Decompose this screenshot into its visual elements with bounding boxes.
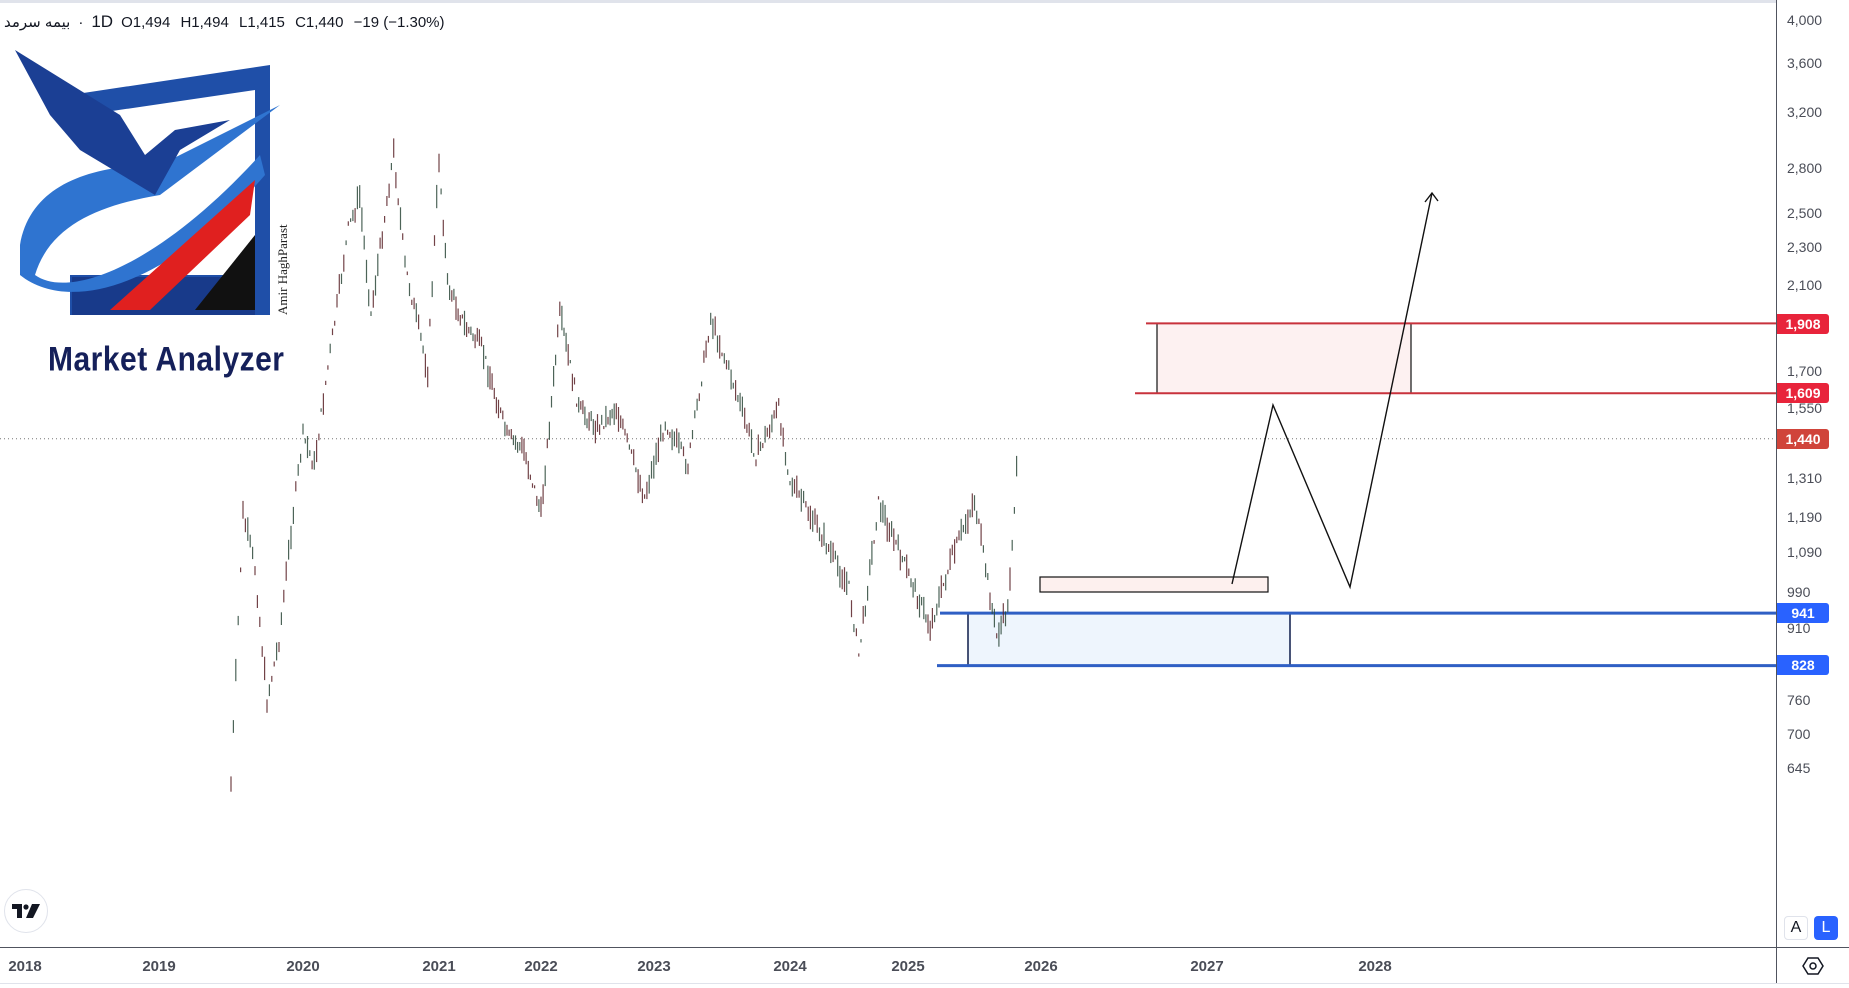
- price-tick: 1,190: [1787, 509, 1823, 525]
- log-scale-button[interactable]: L: [1814, 916, 1838, 940]
- year-label: 2028: [1358, 958, 1392, 975]
- symbol-legend: بیمه سرمد · 1D O1,494 H1,494 L1,415 C1,4…: [4, 12, 451, 32]
- price-level-tag[interactable]: 828: [1777, 655, 1829, 675]
- price-tick: 700: [1787, 726, 1811, 742]
- price-level-tag[interactable]: 1,440: [1777, 429, 1829, 449]
- year-label: 2018: [8, 958, 42, 975]
- price-tick: 760: [1787, 692, 1811, 708]
- eagle-emblem-icon: [15, 50, 280, 315]
- price-axis[interactable]: 4,000 3,600 3,200 2,800 2,500 2,300 2,100 1,700…: [1776, 0, 1849, 947]
- price-tick: 2,100: [1787, 277, 1823, 293]
- breakout-zone: [1039, 576, 1269, 593]
- low-value: L1,415: [239, 14, 285, 31]
- price-level-tag[interactable]: 1,908: [1777, 314, 1829, 334]
- price-tick: 2,300: [1787, 239, 1823, 255]
- tradingview-logo-icon[interactable]: [4, 889, 48, 933]
- price-tick: 2,500: [1787, 205, 1823, 221]
- year-label: 2027: [1190, 958, 1224, 975]
- open-value: O1,494: [121, 14, 171, 31]
- axis-corner: [1776, 947, 1849, 983]
- price-tick: 1,550: [1787, 400, 1823, 416]
- symbol-name[interactable]: بیمه سرمد: [4, 14, 71, 31]
- price-tick: 4,000: [1787, 12, 1823, 28]
- price-tick: 3,200: [1787, 104, 1823, 120]
- logo-title: Market Analyzer: [48, 340, 285, 379]
- year-label: 2021: [422, 958, 456, 975]
- price-level-tag[interactable]: 941: [1777, 603, 1829, 623]
- gear-icon[interactable]: [1802, 956, 1824, 976]
- year-label: 2026: [1024, 958, 1058, 975]
- year-label: 2024: [773, 958, 807, 975]
- close-value: C1,440: [295, 14, 344, 31]
- price-tick: 1,310: [1787, 470, 1823, 486]
- price-level-tag[interactable]: 1,609: [1777, 383, 1829, 403]
- arrow-head-icon: [1424, 191, 1439, 203]
- market-analyzer-logo: Amir HaghParast: [10, 45, 300, 385]
- auto-scale-button[interactable]: A: [1784, 916, 1808, 940]
- price-tick: 1,090: [1787, 544, 1823, 560]
- logo-author: Amir HaghParast: [275, 224, 290, 315]
- resistance-zone: [1156, 322, 1412, 394]
- year-label: 2019: [142, 958, 176, 975]
- projection-path: [1231, 192, 1433, 590]
- price-tick: 910: [1787, 620, 1811, 636]
- top-border: [0, 0, 1849, 3]
- price-tick: 645: [1787, 760, 1811, 776]
- support-zone: [967, 612, 1291, 667]
- price-tick: 1,700: [1787, 363, 1823, 379]
- year-label: 2023: [637, 958, 671, 975]
- chart-pane[interactable]: [0, 3, 1776, 947]
- timeframe[interactable]: 1D: [91, 12, 114, 31]
- price-chart[interactable]: [0, 3, 1776, 947]
- change-value: −19 (−1.30%): [353, 14, 445, 31]
- year-label: 2020: [286, 958, 320, 975]
- price-tick: 990: [1787, 584, 1811, 600]
- high-value: H1,494: [180, 14, 229, 31]
- price-tick: 2,800: [1787, 160, 1823, 176]
- time-axis[interactable]: 2018 2019 2020 2021 2022 2023 2024 2025 2026 2027…: [0, 947, 1776, 983]
- price-tick: 3,600: [1787, 55, 1823, 71]
- year-label: 2025: [891, 958, 925, 975]
- ohlc-values: O1,494 H1,494 L1,415 C1,440 −19 (−1.30%): [121, 14, 450, 31]
- legend-separator: ·: [78, 14, 84, 31]
- year-label: 2022: [524, 958, 558, 975]
- bottom-strip: [0, 983, 1849, 988]
